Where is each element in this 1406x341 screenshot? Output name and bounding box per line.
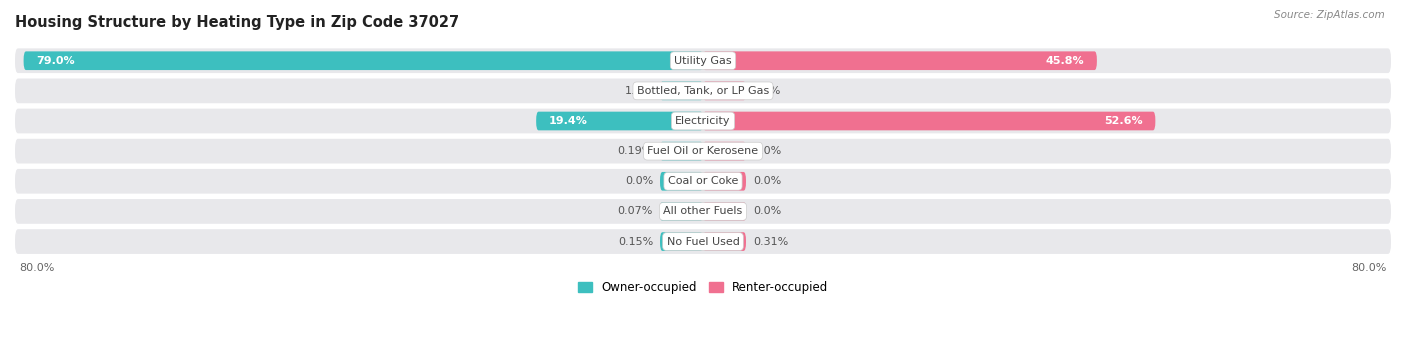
FancyBboxPatch shape <box>536 112 703 130</box>
Text: 0.0%: 0.0% <box>752 146 782 156</box>
FancyBboxPatch shape <box>703 81 747 100</box>
Legend: Owner-occupied, Renter-occupied: Owner-occupied, Renter-occupied <box>572 277 834 299</box>
FancyBboxPatch shape <box>15 48 1391 73</box>
Text: 1.2%: 1.2% <box>624 86 654 96</box>
Text: 0.07%: 0.07% <box>617 206 654 217</box>
Text: Utility Gas: Utility Gas <box>675 56 731 66</box>
Text: Bottled, Tank, or LP Gas: Bottled, Tank, or LP Gas <box>637 86 769 96</box>
FancyBboxPatch shape <box>703 202 747 221</box>
FancyBboxPatch shape <box>703 112 1156 130</box>
FancyBboxPatch shape <box>659 232 703 251</box>
FancyBboxPatch shape <box>15 109 1391 133</box>
Text: Coal or Coke: Coal or Coke <box>668 176 738 186</box>
FancyBboxPatch shape <box>703 142 747 161</box>
Text: Electricity: Electricity <box>675 116 731 126</box>
Text: All other Fuels: All other Fuels <box>664 206 742 217</box>
Text: 19.4%: 19.4% <box>550 116 588 126</box>
Text: 80.0%: 80.0% <box>20 263 55 273</box>
Text: Housing Structure by Heating Type in Zip Code 37027: Housing Structure by Heating Type in Zip… <box>15 15 460 30</box>
Text: Fuel Oil or Kerosene: Fuel Oil or Kerosene <box>647 146 759 156</box>
Text: 80.0%: 80.0% <box>1351 263 1386 273</box>
Text: 0.0%: 0.0% <box>752 176 782 186</box>
FancyBboxPatch shape <box>15 169 1391 194</box>
Text: 0.0%: 0.0% <box>624 176 654 186</box>
Text: 1.4%: 1.4% <box>752 86 782 96</box>
FancyBboxPatch shape <box>659 172 703 191</box>
FancyBboxPatch shape <box>15 199 1391 224</box>
FancyBboxPatch shape <box>15 229 1391 254</box>
Text: No Fuel Used: No Fuel Used <box>666 237 740 247</box>
FancyBboxPatch shape <box>659 142 703 161</box>
FancyBboxPatch shape <box>703 232 747 251</box>
FancyBboxPatch shape <box>703 51 1097 70</box>
FancyBboxPatch shape <box>15 139 1391 163</box>
FancyBboxPatch shape <box>659 202 703 221</box>
FancyBboxPatch shape <box>703 172 747 191</box>
Text: 0.0%: 0.0% <box>752 206 782 217</box>
Text: 0.19%: 0.19% <box>617 146 654 156</box>
FancyBboxPatch shape <box>659 81 703 100</box>
Text: 0.15%: 0.15% <box>617 237 654 247</box>
Text: 52.6%: 52.6% <box>1104 116 1143 126</box>
Text: Source: ZipAtlas.com: Source: ZipAtlas.com <box>1274 10 1385 20</box>
Text: 45.8%: 45.8% <box>1045 56 1084 66</box>
Text: 0.31%: 0.31% <box>752 237 789 247</box>
Text: 79.0%: 79.0% <box>37 56 75 66</box>
FancyBboxPatch shape <box>24 51 703 70</box>
FancyBboxPatch shape <box>15 78 1391 103</box>
